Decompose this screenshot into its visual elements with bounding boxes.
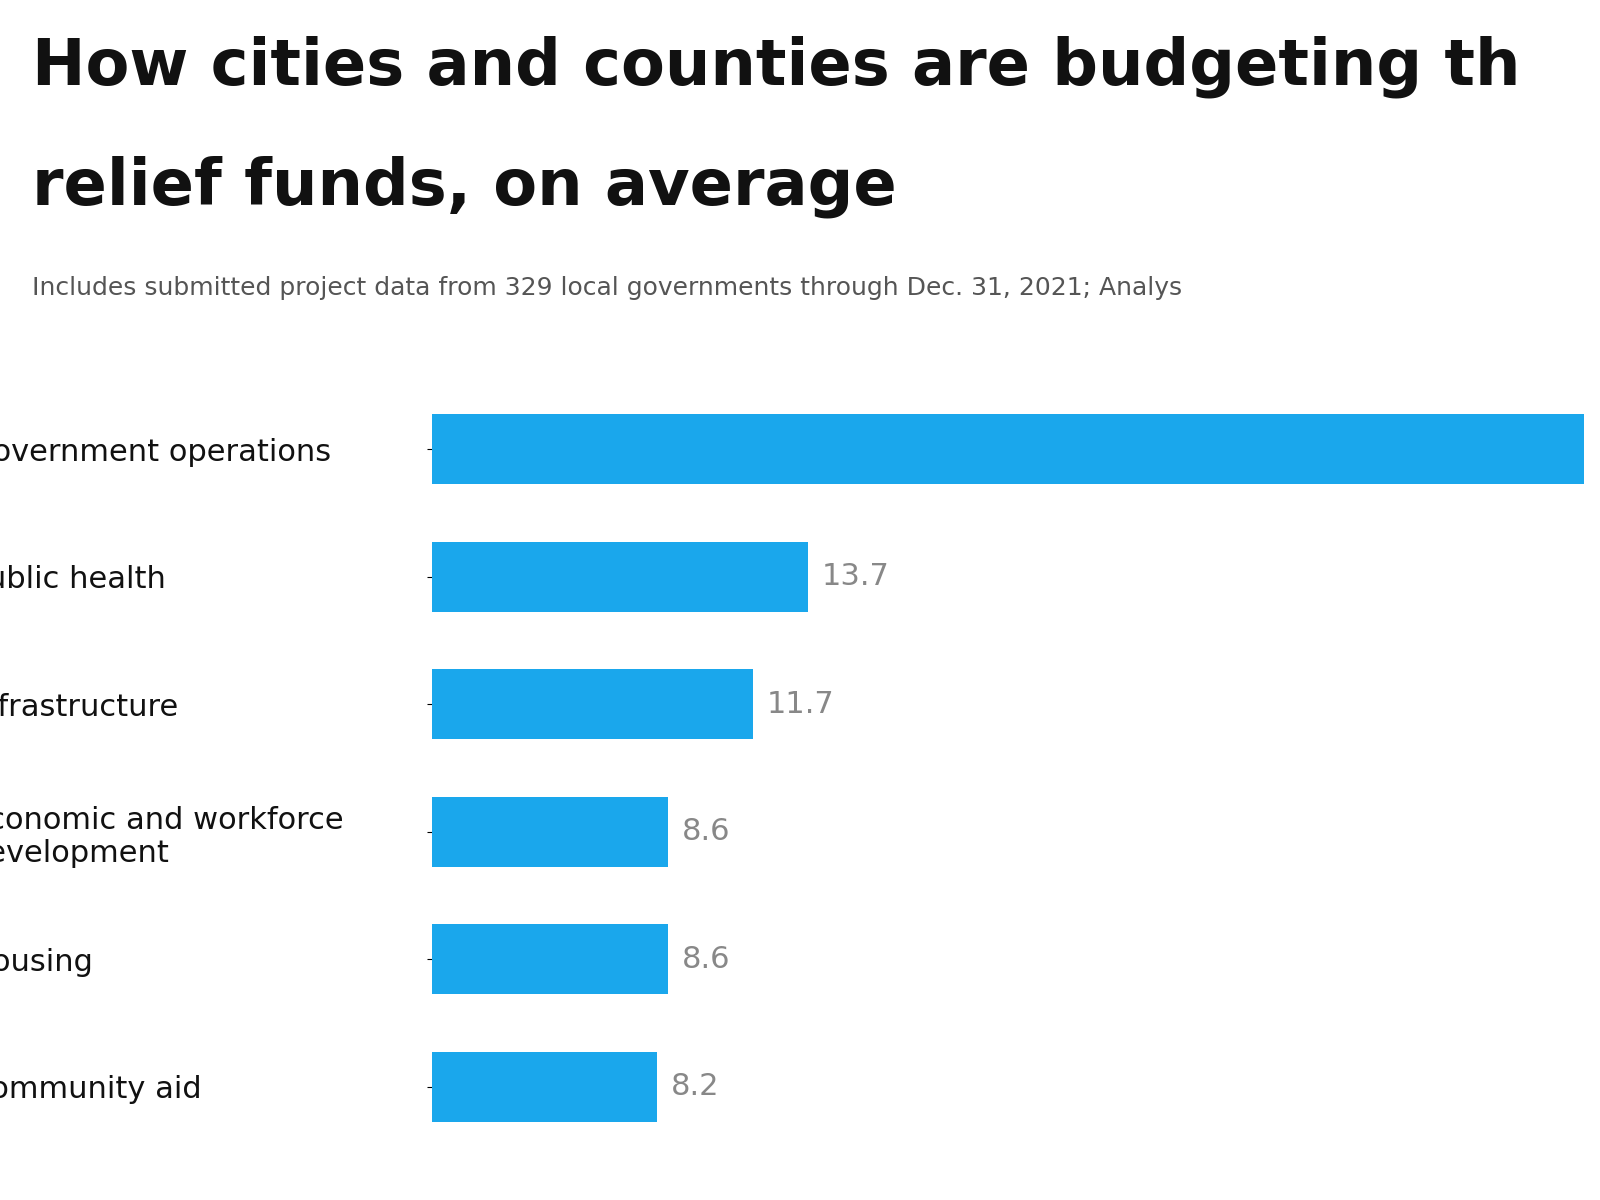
Text: 13.7: 13.7 bbox=[821, 563, 890, 592]
Text: How cities and counties are budgeting th: How cities and counties are budgeting th bbox=[32, 36, 1520, 98]
Text: 11.7: 11.7 bbox=[766, 690, 834, 719]
Bar bbox=[432, 924, 667, 995]
Text: 8.6: 8.6 bbox=[682, 817, 730, 846]
Text: Includes submitted project data from 329 local governments through Dec. 31, 2021: Includes submitted project data from 329… bbox=[32, 276, 1182, 300]
Bar bbox=[432, 414, 1584, 485]
Text: 8.2: 8.2 bbox=[670, 1073, 718, 1102]
Bar bbox=[432, 797, 667, 866]
Text: relief funds, on average: relief funds, on average bbox=[32, 156, 896, 218]
Text: 8.6: 8.6 bbox=[682, 944, 730, 973]
Bar bbox=[432, 670, 754, 739]
Bar bbox=[432, 541, 808, 612]
Bar bbox=[432, 1051, 658, 1122]
